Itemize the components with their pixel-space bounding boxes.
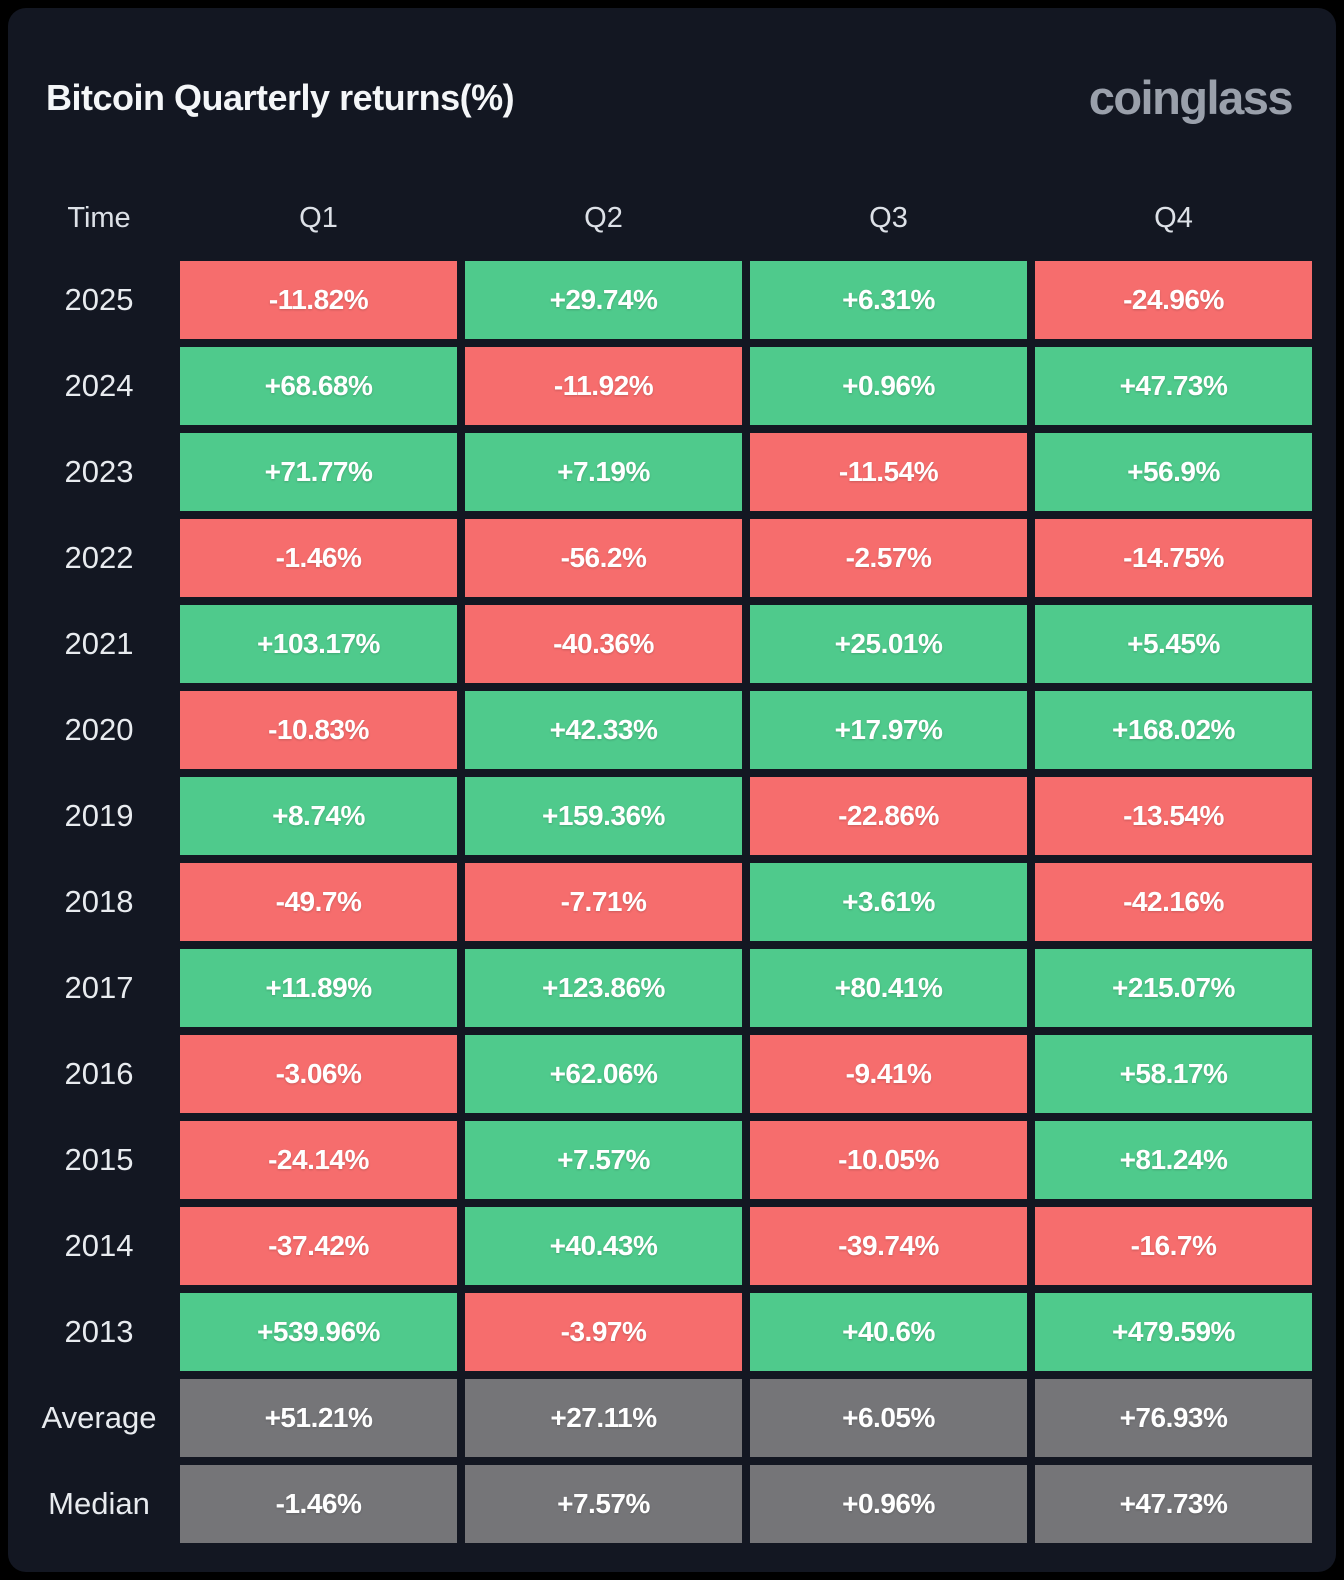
coinglass-logo: coinglass (1088, 71, 1294, 124)
return-cell: -3.97% (465, 1293, 742, 1371)
return-cell: -16.7% (1035, 1207, 1312, 1285)
year-label: 2016 (64, 1056, 134, 1091)
return-cell: -7.71% (465, 863, 742, 941)
return-cell: -39.74% (750, 1207, 1027, 1285)
return-cell: +479.59% (1035, 1293, 1312, 1371)
return-cell: +168.02% (1035, 691, 1312, 769)
return-cell: +11.89% (180, 949, 457, 1027)
return-cell: -11.54% (750, 433, 1027, 511)
return-cell: -11.92% (465, 347, 742, 425)
summary-cell: +51.21% (180, 1379, 457, 1457)
summary-cell: +47.73% (1035, 1465, 1312, 1543)
return-cell: +71.77% (180, 433, 457, 511)
return-cell: +7.19% (465, 433, 742, 511)
year-label: 2020 (64, 712, 134, 747)
return-cell: +29.74% (465, 261, 742, 339)
return-cell: -49.7% (180, 863, 457, 941)
return-cell: +42.33% (465, 691, 742, 769)
summary-cell: -1.46% (180, 1465, 457, 1543)
year-label: 2014 (64, 1228, 134, 1263)
year-label: 2021 (64, 626, 134, 661)
return-cell: -1.46% (180, 519, 457, 597)
return-cell: -11.82% (180, 261, 457, 339)
summary-cell: +27.11% (465, 1379, 742, 1457)
column-header-q2: Q2 (584, 201, 623, 234)
return-cell: -42.16% (1035, 863, 1312, 941)
year-label: 2024 (64, 368, 134, 403)
year-label: 2023 (64, 454, 134, 489)
year-label: 2019 (64, 798, 134, 833)
return-cell: +8.74% (180, 777, 457, 855)
return-cell: +5.45% (1035, 605, 1312, 683)
return-cell: -9.41% (750, 1035, 1027, 1113)
summary-cell: +7.57% (465, 1465, 742, 1543)
return-cell: -56.2% (465, 519, 742, 597)
return-cell: +159.36% (465, 777, 742, 855)
year-label: 2025 (64, 282, 134, 317)
summary-cell: +0.96% (750, 1465, 1027, 1543)
return-cell: -40.36% (465, 605, 742, 683)
return-cell: +56.9% (1035, 433, 1312, 511)
return-cell: +25.01% (750, 605, 1027, 683)
column-header-q1: Q1 (299, 201, 338, 234)
quarterly-returns-card: Bitcoin Quarterly returns(%) coinglass T… (8, 8, 1336, 1572)
summary-cell: +76.93% (1035, 1379, 1312, 1457)
returns-table: Time Q1 Q2 Q3 Q4 2025 -11.82% +29.74% +6.31% -24.… (26, 183, 1312, 1543)
summary-cell: +6.05% (750, 1379, 1027, 1457)
return-cell: +40.6% (750, 1293, 1027, 1371)
return-cell: +123.86% (465, 949, 742, 1027)
year-label: 2022 (64, 540, 134, 575)
summary-label: Average (41, 1400, 157, 1435)
return-cell: +62.06% (465, 1035, 742, 1113)
column-header-time: Time (67, 201, 131, 234)
return-cell: -3.06% (180, 1035, 457, 1113)
return-cell: -10.05% (750, 1121, 1027, 1199)
return-cell: -2.57% (750, 519, 1027, 597)
return-cell: +103.17% (180, 605, 457, 683)
year-label: 2018 (64, 884, 134, 919)
return-cell: +539.96% (180, 1293, 457, 1371)
return-cell: +68.68% (180, 347, 457, 425)
column-header-q4: Q4 (1154, 201, 1193, 234)
year-label: 2015 (64, 1142, 134, 1177)
return-cell: -22.86% (750, 777, 1027, 855)
return-cell: +215.07% (1035, 949, 1312, 1027)
return-cell: -37.42% (180, 1207, 457, 1285)
return-cell: +80.41% (750, 949, 1027, 1027)
return-cell: +40.43% (465, 1207, 742, 1285)
return-cell: -10.83% (180, 691, 457, 769)
year-label: 2017 (64, 970, 134, 1005)
column-header-q3: Q3 (869, 201, 908, 234)
return-cell: +47.73% (1035, 347, 1312, 425)
return-cell: +6.31% (750, 261, 1027, 339)
return-cell: +58.17% (1035, 1035, 1312, 1113)
year-label: 2013 (64, 1314, 134, 1349)
summary-label: Median (48, 1486, 150, 1521)
return-cell: +3.61% (750, 863, 1027, 941)
return-cell: -14.75% (1035, 519, 1312, 597)
return-cell: -24.14% (180, 1121, 457, 1199)
return-cell: +81.24% (1035, 1121, 1312, 1199)
return-cell: +0.96% (750, 347, 1027, 425)
return-cell: -13.54% (1035, 777, 1312, 855)
card-header: Bitcoin Quarterly returns(%) coinglass (46, 70, 1294, 125)
page-title: Bitcoin Quarterly returns(%) (46, 76, 515, 118)
return-cell: +17.97% (750, 691, 1027, 769)
return-cell: -24.96% (1035, 261, 1312, 339)
return-cell: +7.57% (465, 1121, 742, 1199)
